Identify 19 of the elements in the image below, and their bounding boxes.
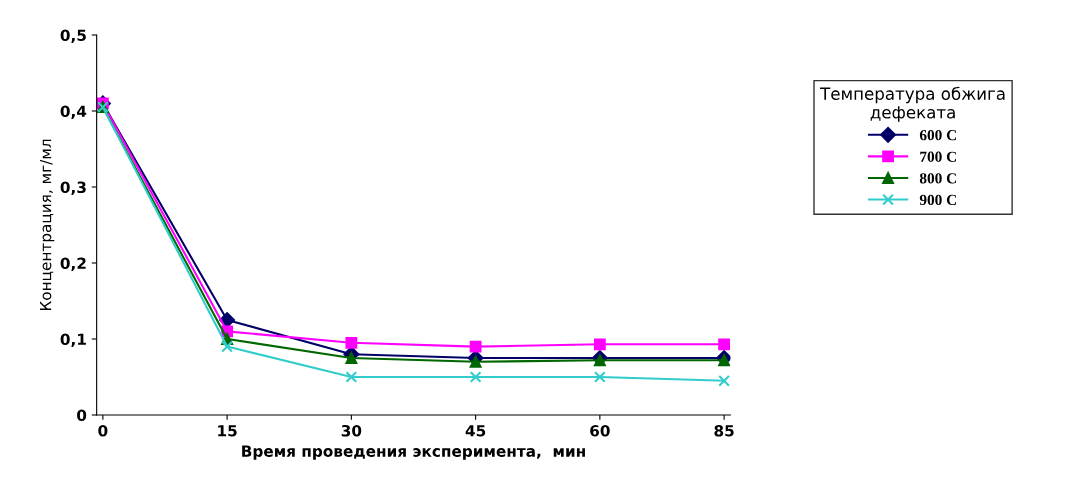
x-axis-title: Время проведения эксперимента, мин: [242, 445, 585, 460]
x-tick-label: 45: [465, 425, 486, 437]
y-tick-label: 0,2: [60, 257, 86, 271]
legend-label: 900 C: [919, 194, 956, 206]
y-tick-label: 0,1: [60, 333, 86, 347]
x-tick-label: 85: [714, 424, 734, 437]
legend-label: 800 C: [919, 173, 956, 184]
y-tick-label: 0,5: [60, 29, 86, 43]
y-tick-label: 0,3: [60, 181, 86, 195]
y-axis-title: Концентрация, мг/мл: [40, 139, 55, 311]
legend-label: 600 C: [919, 130, 956, 141]
x-tick-label: 0: [98, 424, 108, 437]
x-tick-label: 15: [218, 425, 237, 437]
x-tick-label: 30: [341, 424, 362, 437]
x-tick-label: 60: [590, 424, 610, 437]
y-tick-label: 0: [77, 409, 87, 422]
legend-title: Температура обжига дефеката: [820, 86, 1005, 122]
legend-label: 700 C: [920, 151, 956, 162]
y-tick-label: 0,4: [60, 105, 87, 119]
